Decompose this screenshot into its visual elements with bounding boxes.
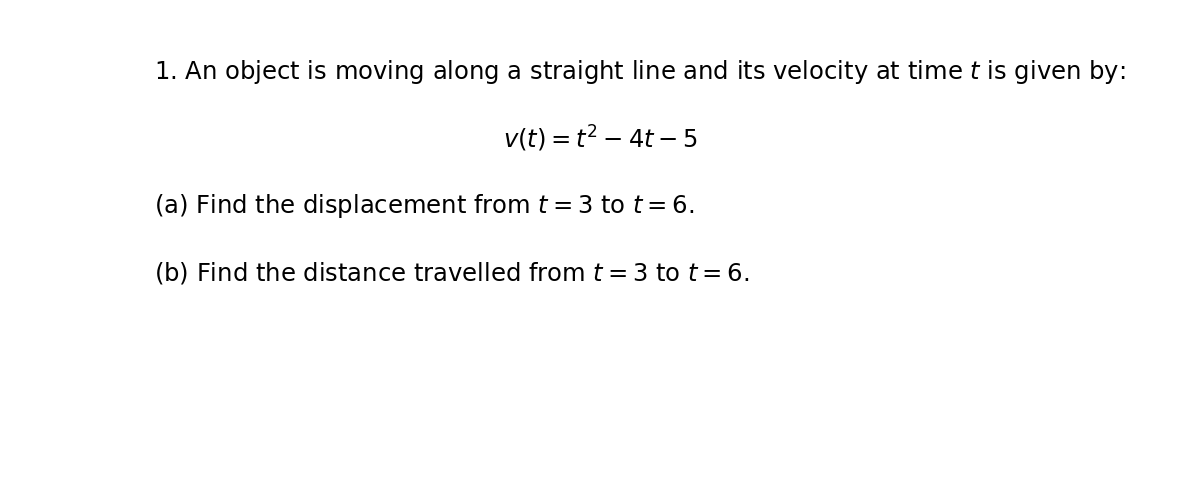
Text: (a) Find the displacement from $t = 3$ to $t = 6$.: (a) Find the displacement from $t = 3$ t… bbox=[154, 192, 694, 220]
Text: $v(t) = t^2 - 4t - 5$: $v(t) = t^2 - 4t - 5$ bbox=[503, 124, 697, 154]
Text: 1. An object is moving along a straight line and its velocity at time $t$ is giv: 1. An object is moving along a straight … bbox=[154, 58, 1126, 86]
Text: (b) Find the distance travelled from $t = 3$ to $t = 6$.: (b) Find the distance travelled from $t … bbox=[154, 260, 749, 286]
